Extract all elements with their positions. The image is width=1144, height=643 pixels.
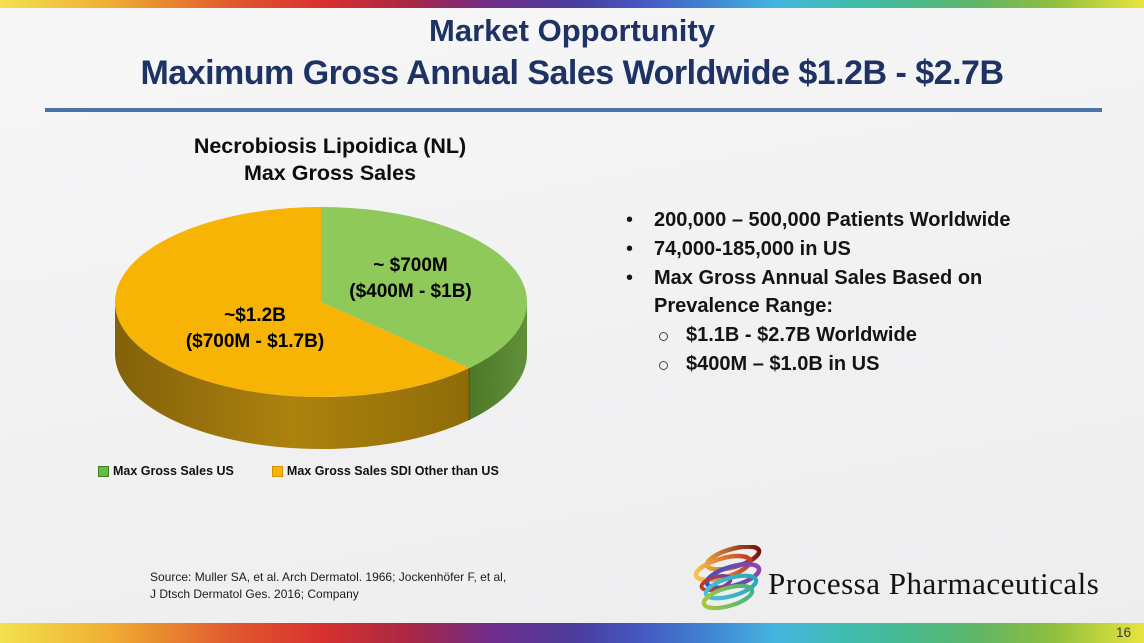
bullet-text: 74,000-185,000 in US (654, 238, 851, 260)
bottom-rainbow-bar: 16 (0, 623, 1144, 643)
pie-chart-3d-graphic (114, 207, 528, 450)
title-separator-line (45, 108, 1102, 112)
slide-title: Market Opportunity Maximum Gross Annual … (0, 10, 1144, 95)
pie-chart (112, 203, 532, 461)
pie-label-other-line2: ($700M - $1.7B) (185, 331, 325, 352)
legend-item-us: Max Gross Sales US (98, 464, 234, 478)
pie-label-us-line1: ~ $700M (373, 255, 448, 276)
source-line1: Source: Muller SA, et al. Arch Dermatol.… (150, 570, 507, 584)
chart-legend: Max Gross Sales US Max Gross Sales SDI O… (98, 464, 499, 478)
bullet-list: • 200,000 – 500,000 Patients Worldwide •… (620, 206, 1092, 379)
chart-title: Necrobiosis Lipoidica (NL) Max Gross Sal… (110, 133, 550, 187)
bullet-dot-icon: • (626, 209, 634, 231)
pie-slice-green (321, 207, 528, 368)
source-line2: J Dtsch Dermatol Ges. 2016; Company (150, 587, 359, 601)
sub-bullet-item: $1.1B - $2.7B Worldwide (654, 321, 1092, 349)
chart-title-line1: Necrobiosis Lipoidica (NL) (193, 134, 467, 158)
bullet-dot-icon: • (626, 267, 634, 289)
sub-bullet-text: $400M – $1.0B in US (686, 353, 880, 375)
bullet-item: • 200,000 – 500,000 Patients Worldwide (620, 206, 1092, 234)
pie-label-us: ~ $700M ($400M - $1B) (318, 253, 503, 305)
bullet-item: • Max Gross Annual Sales Based on Preval… (620, 264, 1092, 320)
page-number: 16 (1115, 625, 1131, 640)
processa-logo-icon (686, 544, 768, 615)
sub-bullet-text: $1.1B - $2.7B Worldwide (686, 324, 917, 346)
pie-label-other-line1: ~$1.2B (224, 305, 286, 326)
legend-label-us: Max Gross Sales US (113, 464, 234, 478)
bullet-text: Max Gross Annual Sales Based on Prevalen… (654, 267, 983, 317)
bullet-circle-icon (654, 350, 686, 378)
bullet-item: • 74,000-185,000 in US (620, 235, 1092, 263)
sub-bullet-item: $400M – $1.0B in US (654, 350, 1092, 378)
pie-slice-yellow (115, 207, 470, 397)
chart-title-line2: Max Gross Sales (243, 161, 417, 185)
bullet-dot-icon: • (626, 238, 634, 260)
source-citation: Source: Muller SA, et al. Arch Dermatol.… (150, 569, 570, 603)
pie-side-green (469, 302, 527, 420)
bullet-text: 200,000 – 500,000 Patients Worldwide (654, 209, 1011, 231)
slide-title-line1: Market Opportunity (429, 13, 715, 48)
pie-label-us-line2: ($400M - $1B) (349, 281, 472, 302)
company-name: Processa Pharmaceuticals (768, 566, 1100, 601)
legend-swatch-yellow-icon (271, 465, 283, 477)
legend-item-other: Max Gross Sales SDI Other than US (271, 464, 499, 478)
legend-label-other: Max Gross Sales SDI Other than US (286, 464, 499, 478)
top-rainbow-bar (0, 0, 1144, 8)
slide-title-line2: Maximum Gross Annual Sales Worldwide $1.… (140, 54, 1004, 92)
pie-side-yellow (114, 302, 470, 450)
legend-swatch-green-icon (98, 465, 109, 477)
bullet-circle-icon (654, 321, 686, 349)
pie-label-other: ~$1.2B ($700M - $1.7B) (145, 303, 365, 355)
